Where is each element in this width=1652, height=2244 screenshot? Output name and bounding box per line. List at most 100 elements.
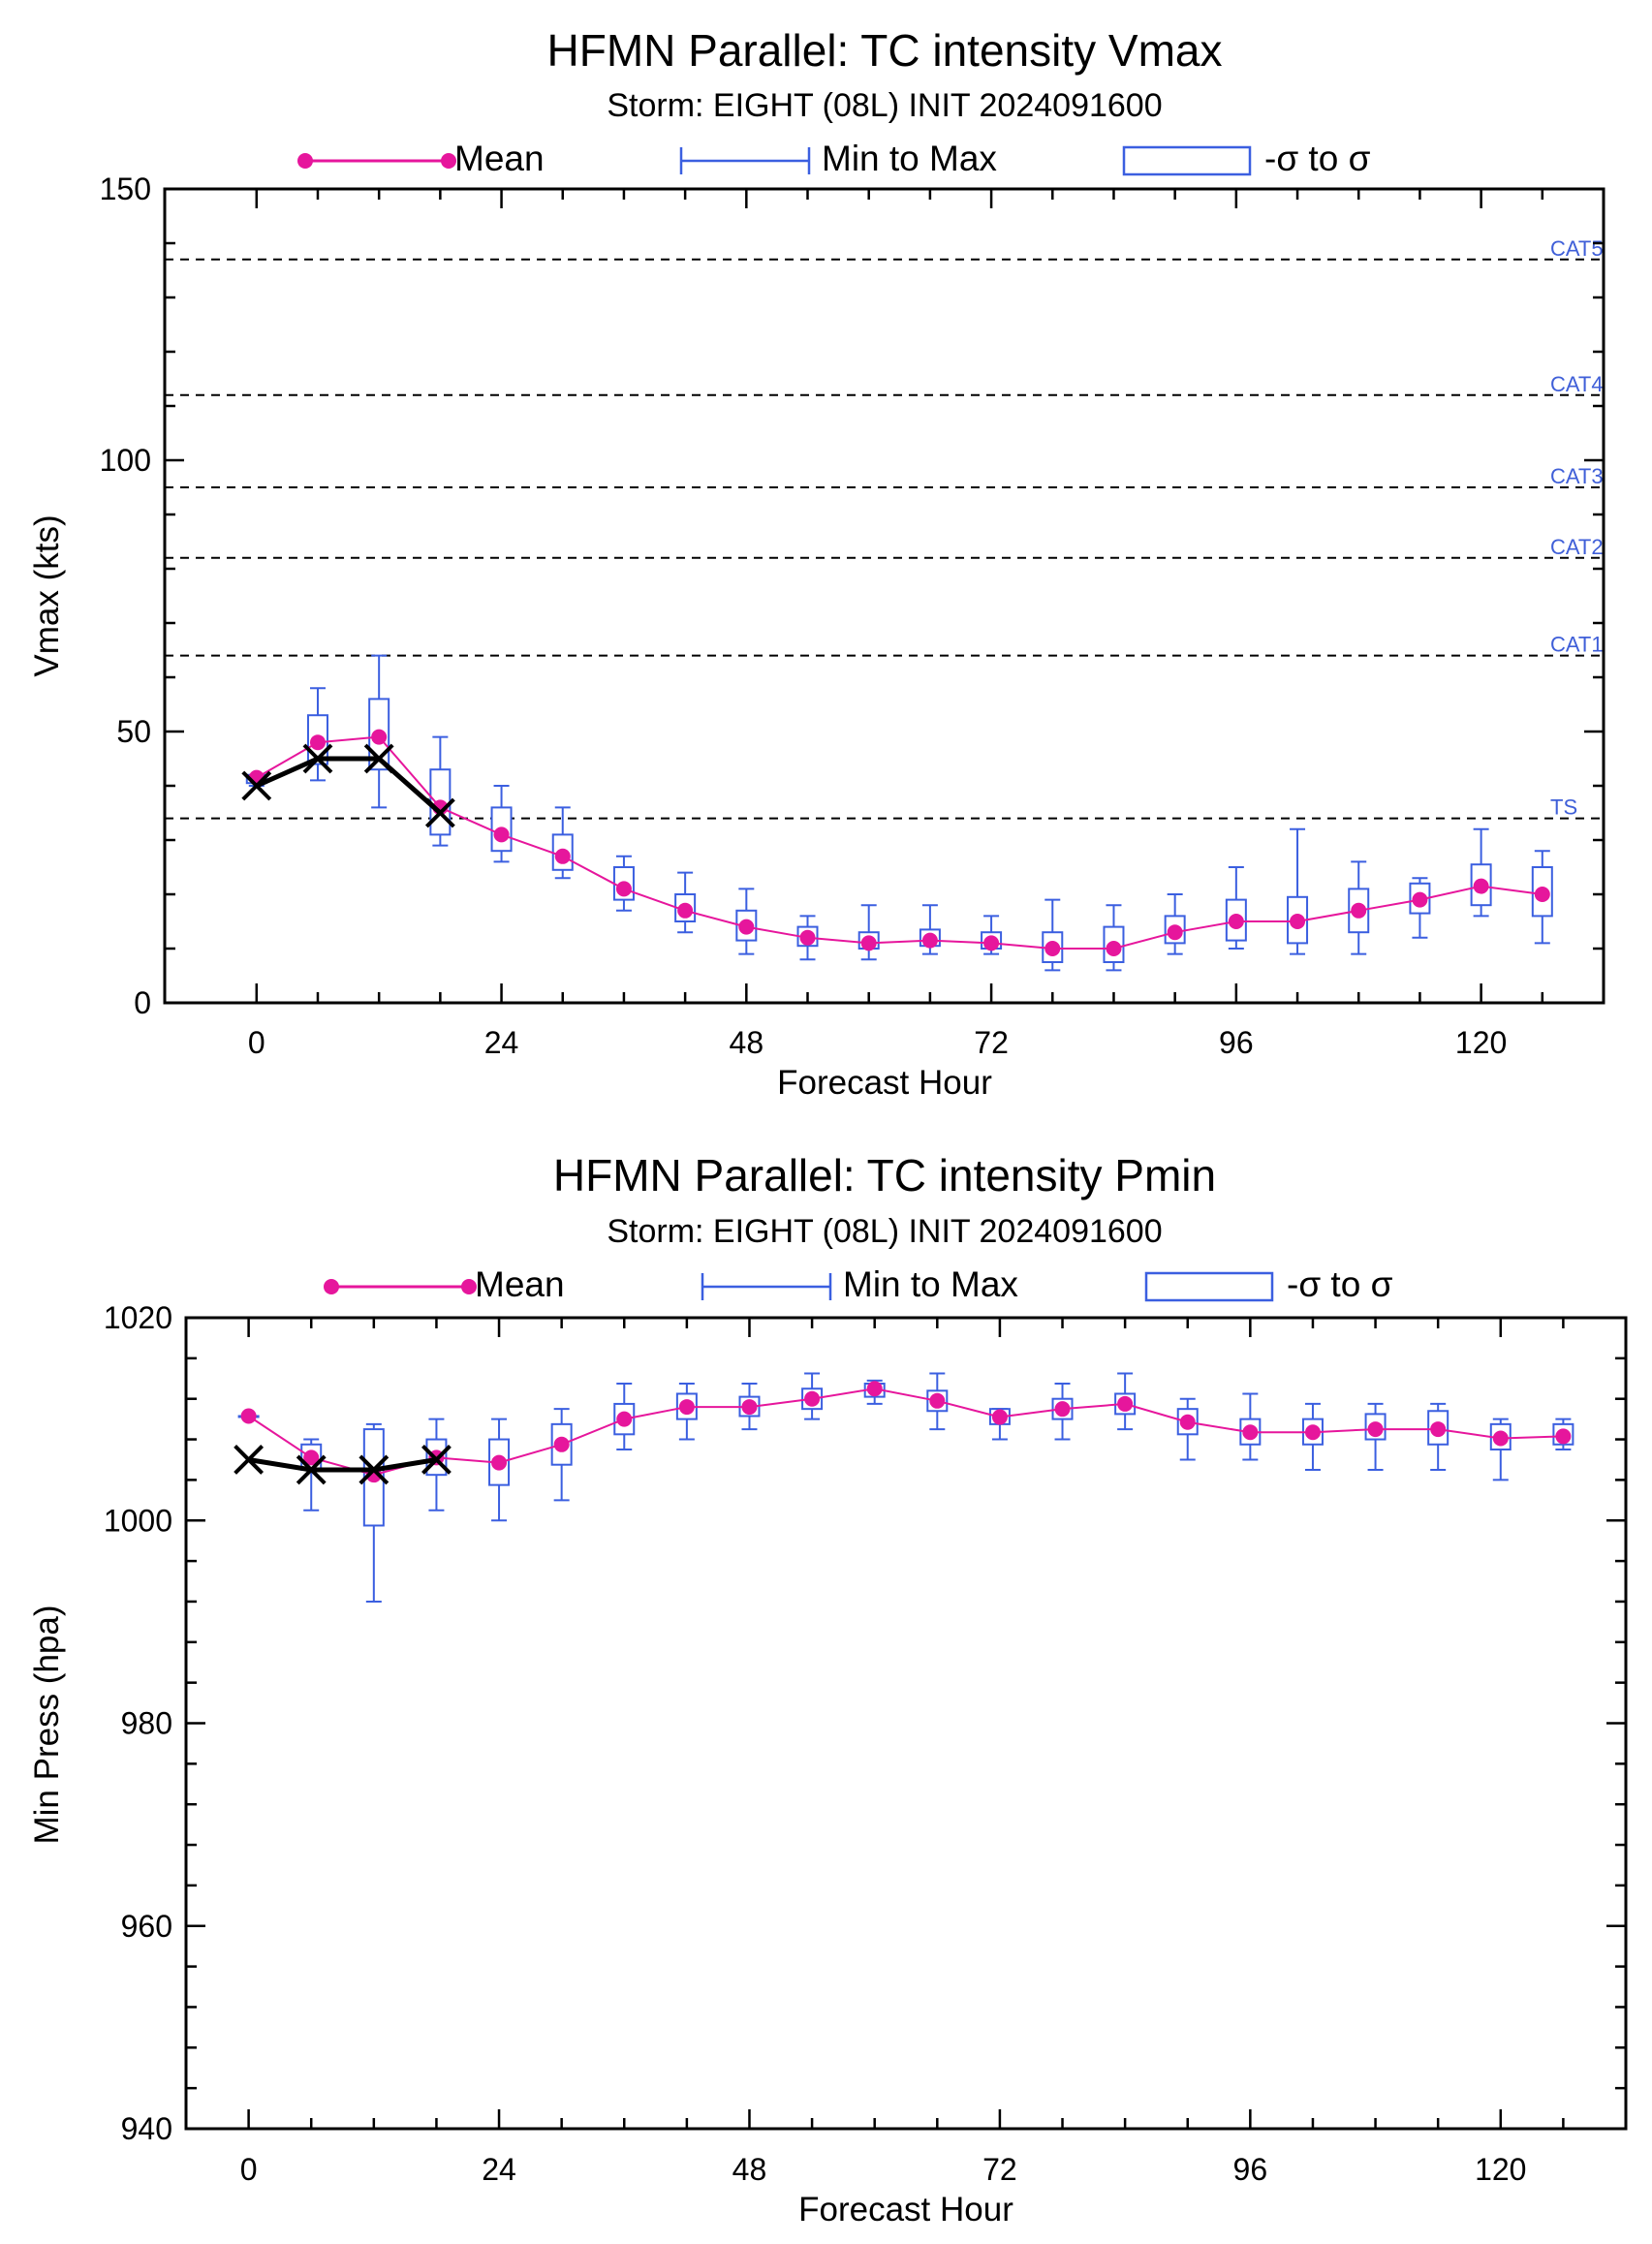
pmin-mean-point (741, 1399, 758, 1416)
vmax-mean-point (921, 932, 938, 949)
pmin-y-axis-label: Min Press (hpa) (28, 1605, 66, 1844)
pmin-y-tick-label: 940 (121, 2111, 172, 2146)
vmax-threshold-label: CAT3 (1550, 464, 1604, 488)
pmin-mean-line (248, 1387, 1564, 1477)
vmax-mean-point (1228, 914, 1244, 929)
vmax-y-tick-label: 100 (100, 443, 151, 478)
vmax-mean-point (677, 902, 694, 919)
pmin-x-tick-label: 72 (982, 2152, 1017, 2187)
vmax-best-track-marker (424, 797, 455, 828)
vmax-best-track-marker (363, 743, 394, 774)
pmin-mean-point (1117, 1395, 1134, 1412)
vmax-mean-point (615, 881, 632, 897)
pmin-best-track-line (248, 1457, 437, 1473)
vmax-best-track-x-stroke (302, 743, 333, 774)
vmax-y-tick-label: 0 (134, 985, 151, 1020)
pmin-mean-point (929, 1392, 946, 1409)
vmax-legend-mean-dot (297, 153, 313, 169)
vmax-mean-point (493, 826, 510, 843)
pmin-mean-point (1555, 1428, 1572, 1445)
vmax-mean-point (554, 848, 571, 864)
vmax-legend-sigma-box (1122, 145, 1252, 176)
pmin-mean-point (491, 1454, 508, 1471)
vmax-mean-point (309, 734, 326, 751)
pmin-x-axis-label: Forecast Hour (798, 2191, 1013, 2228)
vmax-legend-range-label: Min to Max (822, 139, 997, 178)
vmax-threshold-label: CAT5 (1550, 236, 1604, 261)
vmax-threshold-label: CAT4 (1550, 372, 1604, 396)
vmax-threshold-label: CAT1 (1550, 633, 1604, 657)
pmin-best-track-marker (296, 1454, 327, 1485)
vmax-mean-point (738, 919, 755, 935)
vmax-title: HFMN Parallel: TC intensity Vmax (547, 25, 1223, 76)
vmax-best-track-marker (302, 743, 333, 774)
vmax-mean-point (371, 729, 388, 745)
pmin-best-track-marker (421, 1445, 452, 1475)
vmax-x-tick-label: 72 (974, 1025, 1009, 1060)
pmin-x-tick-label: 0 (240, 2152, 258, 2187)
vmax-best-track-x-stroke (424, 797, 455, 828)
pmin-best-track-x-stroke (234, 1445, 265, 1475)
pmin-x-tick-label: 48 (732, 2152, 767, 2187)
pmin-mean-point (991, 1409, 1008, 1425)
pmin-mean-point (804, 1390, 821, 1407)
pmin-legend-mean-label: Mean (475, 1264, 565, 1304)
pmin-y-tick-label: 960 (121, 1909, 172, 1944)
pmin-y-tick-label: 980 (121, 1706, 172, 1741)
vmax-y-tick-label: 150 (100, 171, 151, 206)
vmax-x-tick-label: 0 (248, 1025, 265, 1060)
pmin-y-tick-label: 1020 (104, 1300, 172, 1335)
vmax-best-track-line (255, 756, 443, 815)
pmin-y-tick-label: 1000 (104, 1503, 172, 1538)
pmin-best-track-x-stroke (421, 1445, 452, 1475)
pmin-legend-sigma-box (1144, 1271, 1274, 1302)
vmax-mean-point (1167, 924, 1183, 941)
vmax-threshold-label: TS (1550, 795, 1577, 820)
pmin-legend-mean-dot (324, 1279, 339, 1294)
vmax-mean-point (1412, 891, 1428, 908)
vmax-legend-sigma-label: -σ to σ (1264, 139, 1371, 178)
pmin-mean-point (1304, 1424, 1321, 1441)
vmax-plot-frame (163, 187, 1605, 1005)
pmin-best-track-marker (234, 1445, 265, 1475)
pmin-best-track-x-stroke (296, 1454, 327, 1485)
vmax-x-axis-label: Forecast Hour (777, 1064, 992, 1102)
pmin-mean-point (1430, 1421, 1447, 1438)
vmax-y-axis-label: Vmax (kts) (28, 514, 66, 676)
vmax-threshold-label: CAT2 (1550, 535, 1604, 559)
pmin-mean-point (1179, 1414, 1196, 1430)
vmax-mean-line (256, 735, 1543, 950)
vmax-mean-point (860, 935, 877, 951)
vmax-y-tick-label: 50 (116, 714, 151, 749)
chart-marks: TS CAT1 CAT2 CAT3 CAT4 CAT5 0 24 48 72 96 120 0 50 100… (100, 145, 1628, 2187)
pmin-plot-frame (184, 1316, 1628, 2131)
vmax-mean-point (1044, 941, 1061, 956)
pmin-mean-point (1054, 1401, 1071, 1418)
pmin-mean-point (866, 1381, 883, 1397)
vmax-mean-point (799, 929, 816, 946)
pmin-x-tick-label: 120 (1475, 2152, 1526, 2187)
vmax-legend-mean-label: Mean (454, 139, 545, 178)
vmax-mean-point (1473, 878, 1489, 894)
vmax-x-tick-label: 96 (1219, 1025, 1254, 1060)
vmax-mean-point (1351, 902, 1367, 919)
vmax-mean-point (983, 935, 1000, 951)
pmin-mean-point (616, 1411, 633, 1427)
pmin-mean-point (678, 1399, 695, 1416)
pmin-best-track-marker (358, 1454, 390, 1485)
pmin-legend-mean-dot (461, 1279, 477, 1294)
vmax-best-track-x-stroke (363, 743, 394, 774)
pmin-mean-point (1367, 1421, 1384, 1438)
pmin-legend-range-label: Min to Max (843, 1264, 1018, 1304)
vmax-legend-mean-dot (441, 153, 456, 169)
pmin-mean-point (1242, 1424, 1259, 1441)
pmin-mean-point (303, 1449, 320, 1466)
pmin-legend-sigma-label: -σ to σ (1287, 1264, 1393, 1304)
pmin-mean-point (553, 1436, 570, 1452)
pmin-title: HFMN Parallel: TC intensity Pmin (553, 1150, 1216, 1200)
pmin-x-tick-label: 24 (482, 2152, 516, 2187)
vmax-mean-point (1290, 914, 1306, 929)
vmax-best-track-marker (241, 770, 272, 801)
vmax-mean-point (1106, 941, 1122, 956)
vmax-x-tick-label: 24 (484, 1025, 519, 1060)
